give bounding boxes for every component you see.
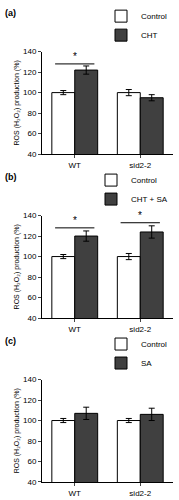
svg-text:60: 60 xyxy=(27,293,36,302)
svg-text:ROS (H₂O₂) production (%): ROS (H₂O₂) production (%) xyxy=(13,388,21,473)
svg-text:100: 100 xyxy=(23,416,37,425)
svg-text:*: * xyxy=(73,215,77,226)
svg-text:140: 140 xyxy=(23,47,37,56)
svg-text:(b): (b) xyxy=(5,172,17,182)
svg-text:Control: Control xyxy=(141,12,167,21)
svg-text:*: * xyxy=(73,51,77,62)
svg-text:60: 60 xyxy=(27,129,36,138)
svg-text:100: 100 xyxy=(23,252,37,261)
svg-text:40: 40 xyxy=(27,150,36,159)
svg-text:SA: SA xyxy=(141,359,152,368)
svg-text:ROS (H₂O₂) production (%): ROS (H₂O₂) production (%) xyxy=(13,60,21,145)
svg-text:140: 140 xyxy=(23,375,37,384)
svg-text:140: 140 xyxy=(23,211,37,220)
svg-text:80: 80 xyxy=(27,437,36,446)
svg-text:ROS (H₂O₂) production (%): ROS (H₂O₂) production (%) xyxy=(13,224,21,309)
svg-text:Control: Control xyxy=(141,340,167,349)
svg-text:80: 80 xyxy=(27,109,36,118)
svg-text:sid2-2: sid2-2 xyxy=(129,161,151,170)
svg-text:(c): (c) xyxy=(5,336,16,346)
svg-text:40: 40 xyxy=(27,314,36,323)
svg-text:40: 40 xyxy=(27,478,36,487)
svg-text:(a): (a) xyxy=(5,8,16,18)
svg-text:Control: Control xyxy=(131,176,157,185)
svg-text:sid2-2: sid2-2 xyxy=(129,489,151,498)
svg-text:120: 120 xyxy=(23,396,37,405)
svg-text:CHT + SA: CHT + SA xyxy=(131,195,168,204)
svg-text:100: 100 xyxy=(23,88,37,97)
svg-text:WT: WT xyxy=(69,325,82,334)
svg-text:80: 80 xyxy=(27,273,36,282)
svg-text:WT: WT xyxy=(69,489,82,498)
svg-text:120: 120 xyxy=(23,232,37,241)
svg-text:CHT: CHT xyxy=(141,31,158,40)
svg-text:WT: WT xyxy=(69,161,82,170)
svg-text:60: 60 xyxy=(27,457,36,466)
svg-text:sid2-2: sid2-2 xyxy=(129,325,151,334)
svg-text:120: 120 xyxy=(23,68,37,77)
svg-text:*: * xyxy=(138,210,142,221)
